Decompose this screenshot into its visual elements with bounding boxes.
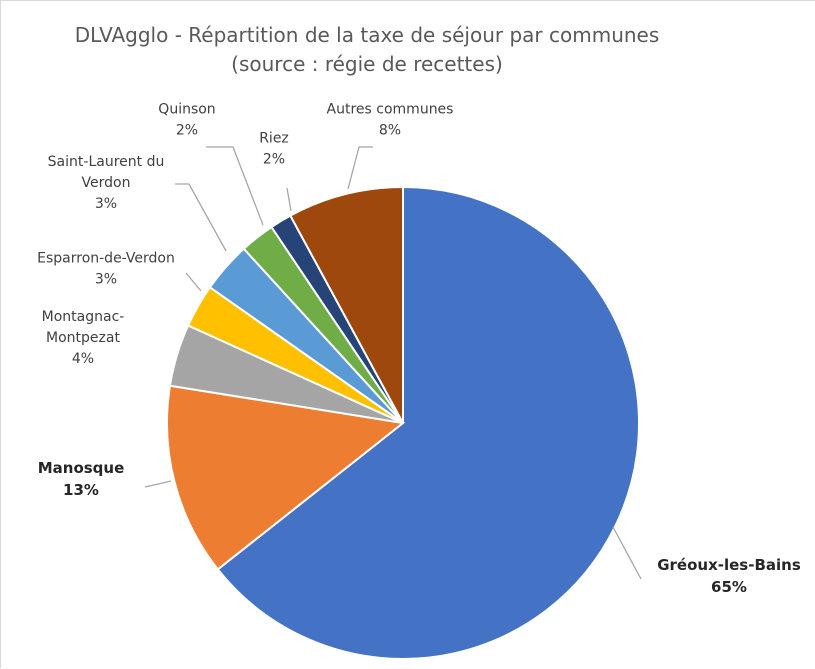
data-label-name: Manosque xyxy=(38,459,125,477)
data-label-name: Gréoux-les-Bains xyxy=(657,556,801,574)
data-label-greoux: Gréoux-les-Bains 65% xyxy=(657,556,801,596)
data-label-name: Riez xyxy=(259,131,289,147)
data-label-name: Esparron-de-Verdon xyxy=(37,251,175,267)
data-label-percent: 65% xyxy=(711,578,747,596)
leader-line-saint-laurent xyxy=(175,183,227,252)
leader-line-greoux xyxy=(612,526,642,580)
data-label-quinson: Quinson 2% xyxy=(158,102,215,139)
data-label-percent: 3% xyxy=(95,272,117,288)
data-label-percent: 13% xyxy=(63,481,99,499)
pie-slice-manosque xyxy=(166,384,406,571)
data-label-name: Saint-Laurent du xyxy=(48,154,165,170)
data-label-manosque: Manosque 13% xyxy=(38,459,125,499)
leader-line-manosque xyxy=(144,480,172,488)
data-label-percent: 3% xyxy=(95,196,117,212)
pie-slices xyxy=(166,185,640,660)
data-label-name: Quinson xyxy=(158,102,215,118)
data-label-riez: Riez 2% xyxy=(259,131,289,168)
data-label-name: Montagnac- xyxy=(42,309,125,325)
leader-line-autres xyxy=(347,146,373,190)
data-label-name: Autres communes xyxy=(327,102,454,118)
data-label-montagnac: Montagnac- Montpezat 4% xyxy=(42,309,125,367)
data-label-name: Montpezat xyxy=(46,330,120,346)
chart-title-group: DLVAgglo - Répartition de la taxe de séj… xyxy=(75,23,660,76)
data-label-autres: Autres communes 8% xyxy=(327,102,454,139)
data-labels: Gréoux-les-Bains 65% Manosque 13% Montagnac-… xyxy=(37,102,801,597)
data-label-name: Verdon xyxy=(82,175,131,191)
pie-slice-autres xyxy=(288,185,404,424)
data-label-saint-laurent: Saint-Laurent du Verdon 3% xyxy=(48,154,165,212)
data-label-percent: 4% xyxy=(72,351,94,367)
chart-subtitle: (source : régie de recettes) xyxy=(231,52,503,76)
data-label-esparron: Esparron-de-Verdon 3% xyxy=(37,251,175,288)
data-label-percent: 2% xyxy=(263,152,285,168)
pie-slice-greoux xyxy=(216,185,640,660)
leader-line-riez xyxy=(286,187,292,212)
data-label-percent: 2% xyxy=(176,123,198,139)
leader-line-quinson xyxy=(206,146,264,226)
chart-title: DLVAgglo - Répartition de la taxe de séj… xyxy=(75,23,660,47)
data-label-percent: 8% xyxy=(379,123,401,139)
leader-lines xyxy=(144,146,642,580)
leader-line-esparron xyxy=(185,272,202,292)
